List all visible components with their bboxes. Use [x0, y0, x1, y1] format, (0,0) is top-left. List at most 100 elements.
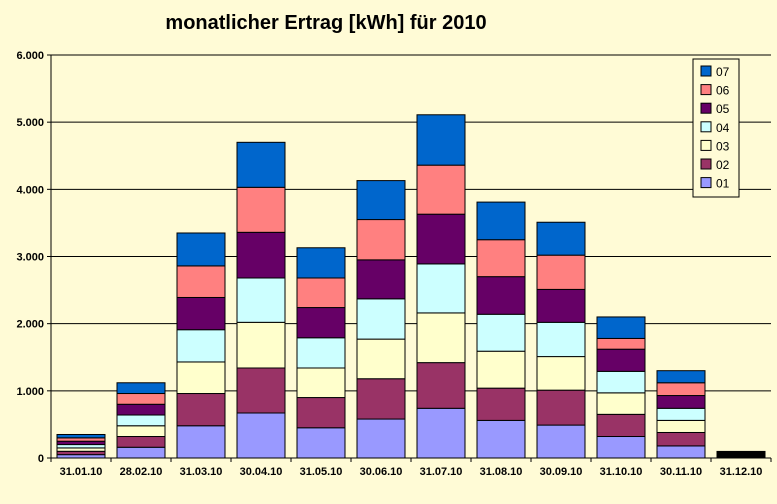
bar-segment: [296, 427, 346, 459]
y-tick-label: 5.000: [16, 117, 44, 129]
bar-segment: [56, 450, 106, 456]
bar-segment: [656, 445, 706, 459]
bar-segment: [476, 387, 526, 421]
bar-segment: [116, 425, 166, 438]
legend-swatch: [700, 102, 712, 114]
x-tick-label: 30.04.10: [240, 466, 283, 478]
bar-segment: [536, 356, 586, 391]
bar-segment: [236, 141, 286, 188]
bar-segment: [536, 288, 586, 323]
bar-segment: [416, 362, 466, 409]
legend-label: 03: [716, 139, 730, 153]
bar-segment: [416, 407, 466, 459]
bars: [56, 114, 766, 459]
y-tick-label: 3.000: [16, 252, 44, 264]
bar-segment: [416, 164, 466, 215]
x-tick-label: 31.07.10: [420, 466, 463, 478]
legend-label: 02: [716, 158, 730, 172]
legend-swatch: [700, 121, 712, 133]
x-tick-label: 31.10.10: [600, 466, 643, 478]
x-tick-label: 31.12.10: [720, 466, 763, 478]
bar-segment: [716, 450, 766, 453]
bar-segment: [176, 232, 226, 267]
bar-segment: [236, 412, 286, 459]
bar-segment: [176, 296, 226, 331]
bar-segment: [416, 312, 466, 364]
bar-segment: [536, 221, 586, 256]
bar-segment: [56, 440, 106, 446]
bar-segment: [296, 307, 346, 339]
bar-segment: [116, 393, 166, 405]
y-tick-label: 1.000: [16, 386, 44, 398]
legend-label: 07: [716, 65, 730, 79]
bar-segment: [356, 259, 406, 300]
bar-segment: [176, 393, 226, 427]
bar-segment: [656, 407, 706, 421]
legend-swatch: [700, 158, 712, 170]
y-tick-label: 4.000: [16, 184, 44, 196]
bar-segment: [596, 392, 646, 415]
bar-segment: [236, 321, 286, 369]
bar-segment: [416, 114, 466, 166]
bar-segment: [596, 348, 646, 372]
bar-segment: [656, 382, 706, 397]
y-tick-label: 0: [38, 453, 44, 465]
bar-segment: [56, 447, 106, 452]
bar-segment: [356, 219, 406, 261]
bar-segment: [236, 186, 286, 233]
bar-segment: [416, 263, 466, 314]
bar-segment: [596, 316, 646, 339]
bar-segment: [116, 403, 166, 416]
bar-segment: [476, 350, 526, 389]
bar-segment: [356, 378, 406, 420]
chart-title: monatlicher Ertrag [kWh] für 2010: [165, 12, 486, 34]
bar-segment: [296, 397, 346, 429]
bar-segment: [656, 419, 706, 433]
legend-label: 05: [716, 102, 730, 116]
y-tick-label: 2.000: [16, 319, 44, 331]
bar-segment: [296, 247, 346, 279]
bar-segment: [56, 454, 106, 459]
x-tick-label: 31.03.10: [180, 466, 223, 478]
bar-segment: [476, 201, 526, 241]
x-tick-label: 31.01.10: [60, 466, 103, 478]
bar-segment: [56, 437, 106, 442]
bar-segment: [536, 389, 586, 426]
bar-segment: [296, 337, 346, 369]
bar-segment: [176, 329, 226, 363]
bar-segment: [476, 313, 526, 352]
x-tick-label: 30.06.10: [360, 466, 403, 478]
bar-segment: [116, 446, 166, 459]
legend-label: 01: [716, 177, 730, 191]
y-tick-label: 6.000: [16, 50, 44, 62]
bar-segment: [356, 338, 406, 380]
bar-segment: [656, 370, 706, 384]
axes: 0 1.000 2.000 3.000 4.000 5.000 6.000 31.01.10 2…: [16, 50, 772, 478]
bar-segment: [476, 239, 526, 278]
bar-segment: [656, 431, 706, 447]
bar-segment: [116, 436, 166, 448]
bar-segment: [476, 419, 526, 459]
bar-segment: [596, 337, 646, 350]
bar-segment: [236, 367, 286, 414]
bar-segment: [356, 180, 406, 221]
bar-segment: [596, 370, 646, 394]
bar-segment: [596, 436, 646, 459]
bar-segment: [116, 414, 166, 427]
x-tick-label: 30.11.10: [660, 466, 702, 478]
x-tick-label: 31.05.10: [300, 466, 343, 478]
bar-segment: [176, 265, 226, 298]
gridlines: [51, 54, 771, 392]
legend-swatch: [700, 65, 712, 77]
bar-segment: [176, 361, 226, 395]
bar-segment: [236, 231, 286, 279]
legend-label: 06: [716, 84, 730, 98]
x-tick-label: 30.09.10: [540, 466, 583, 478]
bar-segment: [356, 418, 406, 459]
bar-segment: [656, 395, 706, 409]
bar-segment: [356, 298, 406, 340]
bar-segment: [56, 444, 106, 449]
legend-swatch: [700, 84, 712, 96]
